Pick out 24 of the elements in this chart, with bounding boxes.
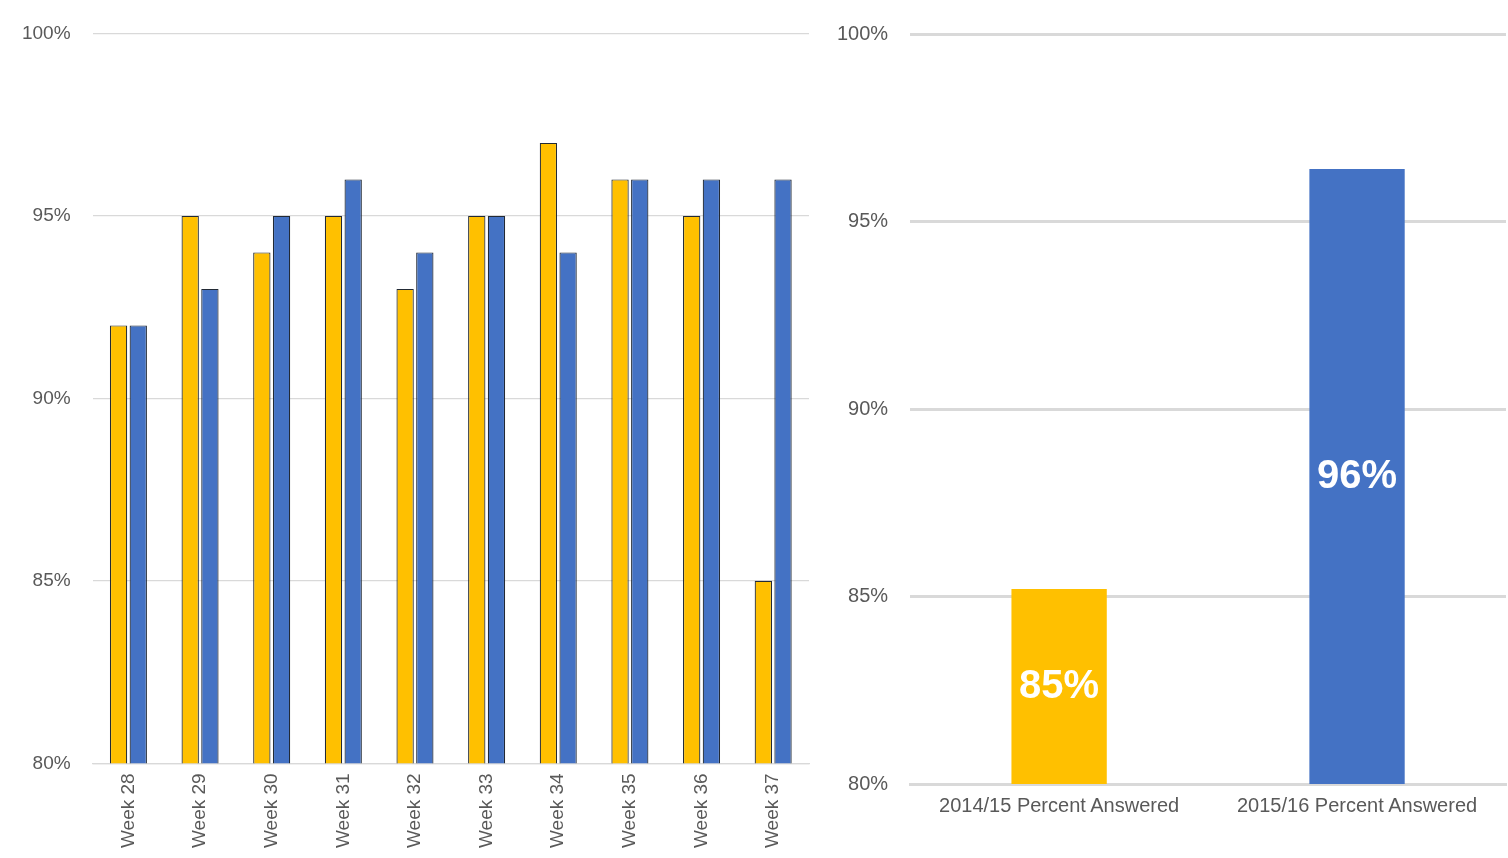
x-tick-label: Week 34 (546, 772, 568, 848)
x-tick-label: Week 37 (761, 773, 783, 848)
y-tick-label: 100% (837, 21, 889, 44)
data-label: 85% (1019, 661, 1100, 706)
x-tick-label: Week 29 (188, 773, 210, 848)
y-tick-label: 90% (32, 386, 71, 408)
y-tick-label: 100% (21, 21, 71, 43)
y-tick-label: 95% (848, 209, 889, 232)
y-tick-label: 85% (32, 569, 71, 591)
y-tick-label: 80% (848, 771, 889, 794)
y-tick-label: 90% (848, 396, 889, 419)
x-tick-label: Week 28 (116, 773, 138, 848)
data-label: 96% (1317, 451, 1398, 496)
y-tick-label: 95% (32, 204, 71, 226)
y-tick-label: 85% (848, 584, 889, 607)
x-tick-label: Week 33 (474, 773, 496, 848)
x-tick-label: Week 30 (259, 773, 281, 848)
x-tick-label: Week 35 (618, 773, 640, 848)
x-tick-label: 2014/15 Percent Answered (939, 793, 1180, 816)
x-tick-label: Week 32 (403, 773, 425, 848)
x-tick-label: Week 31 (331, 773, 353, 848)
x-tick-label: Week 36 (689, 773, 711, 848)
x-tick-label: 2015/16 Percent Answered (1236, 793, 1478, 816)
y-tick-label: 80% (32, 751, 71, 773)
